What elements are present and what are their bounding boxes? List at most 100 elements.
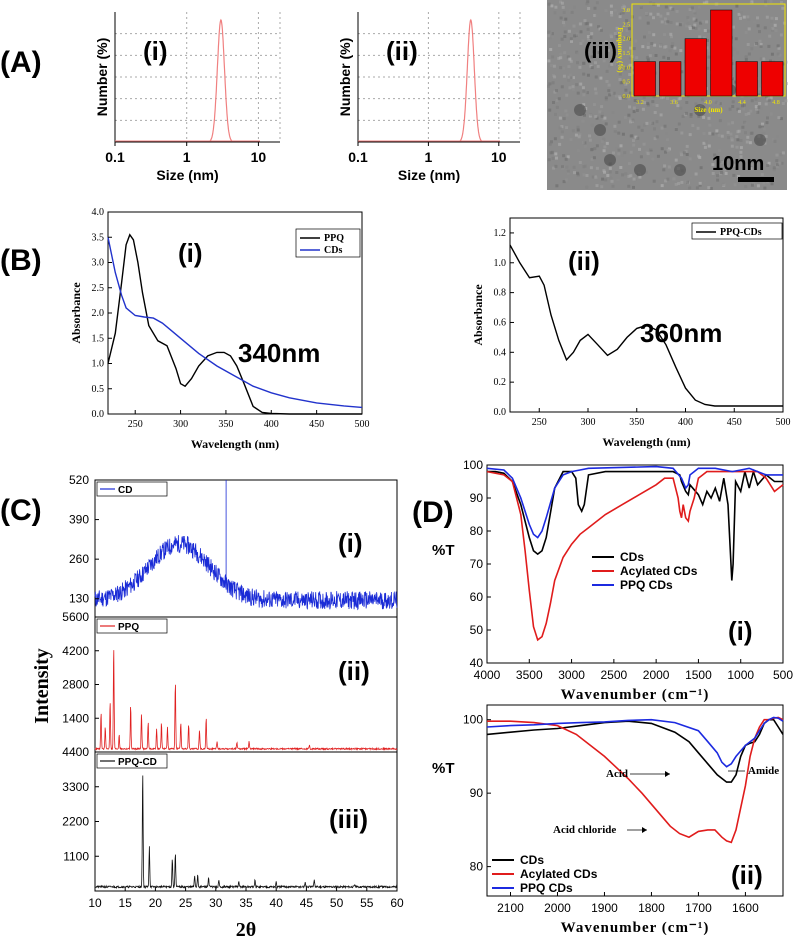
tem-noise [598,110,602,114]
size-distribution-line [209,18,233,142]
tem-noise [636,99,640,103]
tem-noise [596,64,600,68]
x-axis-label: 2θ [236,919,256,941]
legend-label: CDs [324,245,342,256]
x-tick-label: 400 [264,419,279,430]
y-tick-label: 2800 [62,678,89,692]
tem-noise [548,36,552,40]
tem-noise [754,105,758,108]
x-axis-label: Wavelength (nm) [602,435,690,449]
y-tick-label: 0.0 [92,409,105,420]
tem-noise [757,105,761,109]
tem-noise [668,49,672,53]
tem-noise [566,55,570,59]
y-tick-label: 100 [463,458,483,472]
tem-noise [619,144,623,148]
tem-noise [759,44,763,48]
xrd-pattern-line [94,480,398,611]
xrd-panel-1: 520 390 260 130 CD (i) [69,473,398,618]
tem-noise [679,151,683,155]
tem-noise [639,155,643,159]
tem-noise [616,178,620,182]
tem-noise [669,167,673,171]
tem-noise [761,132,765,136]
tem-noise [706,29,710,33]
tem-noise [764,134,768,138]
tem-noise [559,16,563,20]
tem-noise [697,154,700,158]
tem-noise [629,150,633,154]
tem-noise [670,35,674,39]
tem-noise [621,95,625,99]
tem-noise [777,116,781,120]
inset-y-tick-label: 1.5 [623,51,631,57]
x-tick-label: 20 [149,896,163,910]
tem-noise [594,75,598,79]
legend-box [295,228,361,258]
tem-noise [559,52,563,56]
tem-noise [653,127,656,131]
tem-noise [564,178,568,182]
tem-noise [637,125,641,129]
tem-noise [639,3,642,7]
tem-noise [553,90,557,94]
tem-noise [699,166,703,170]
tem-noise [567,75,571,79]
x-tick-label: 55 [360,896,374,910]
tem-noise [551,81,555,85]
tem-noise [550,140,553,144]
legend-label: PPQ-CD [118,757,157,768]
sub-panel-label: (i) [178,238,203,268]
tem-noise [566,171,570,175]
tem-noise [674,128,678,131]
tem-noise [555,156,558,160]
y-tick-label: 4200 [62,644,89,658]
y-axis-label: Intensity [31,648,53,724]
tem-noise [562,21,565,25]
tem-noise [626,8,630,12]
x-tick-label: 1900 [591,901,618,915]
tem-noise [593,6,597,10]
tem-noise [560,125,564,129]
tem-noise [586,35,590,38]
tem-noise [653,137,657,141]
tem-noise [621,132,625,136]
x-tick-label: 10 [88,896,102,910]
tem-noise [737,12,741,16]
tem-noise [708,123,712,127]
tem-noise [742,103,746,107]
tem-noise [547,30,551,34]
chart-A-ii: 0.1 1 10 Size (nm) Number (%) (ii) [337,12,521,183]
tem-noise [574,133,578,137]
tem-noise [705,0,709,4]
tem-noise [610,62,614,66]
tem-noise [680,153,683,157]
tem-noise [739,146,743,150]
tem-noise [742,15,746,19]
tem-noise [755,42,758,45]
tem-noise [649,121,653,125]
tem-noise [566,169,570,173]
tem-noise [645,56,649,60]
y-tick-label: 90 [470,786,484,800]
tem-noise [660,147,664,151]
tem-noise [686,180,690,184]
tem-noise [627,27,631,31]
tem-noise [640,128,644,132]
tem-noise [564,109,568,113]
tem-noise [702,36,706,40]
tem-noise [609,33,613,37]
tem-noise [621,173,625,177]
tem-noise [602,149,606,153]
tem-noise [655,120,659,124]
tem-noise [585,21,589,25]
tem-noise [595,144,599,148]
tem-noise [773,139,777,143]
tem-noise [589,166,593,170]
tem-noise [623,115,627,119]
tem-noise [563,51,567,55]
y-tick-label: 520 [69,473,89,487]
tem-noise [593,147,597,151]
tem-noise [706,66,710,70]
tem-noise [568,73,572,77]
